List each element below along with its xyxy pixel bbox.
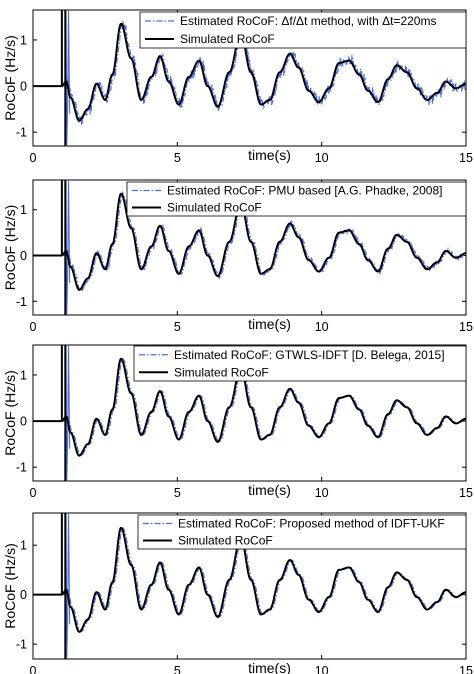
- legend: Estimated RoCoF: GTWLS-IDFT [D. Belega, …: [133, 345, 467, 382]
- y-axis-label: RoCoF (Hz/s): [2, 370, 18, 456]
- x-tick-label: 5: [174, 151, 181, 165]
- y-tick-label: 0: [20, 80, 27, 94]
- legend: Estimated RoCoF: Δf/Δt method, with Δt=2…: [139, 11, 467, 49]
- simulated-rocof-line: [33, 526, 466, 633]
- y-tick-label: 1: [20, 33, 27, 47]
- axes-box: [32, 9, 467, 147]
- estimated-rocof-line: [33, 527, 466, 633]
- simulated-rocof-line: [33, 192, 466, 291]
- x-tick-label: 0: [30, 664, 37, 674]
- y-tick-label: 1: [20, 368, 27, 382]
- legend-label: Estimated RoCoF: GTWLS-IDFT [D. Belega, …: [174, 348, 445, 362]
- legend: Estimated RoCoF: Proposed method of IDFT…: [137, 514, 467, 550]
- x-tick-label: 0: [30, 486, 37, 500]
- x-axis-label: time(s): [248, 482, 291, 498]
- y-axis-label: RoCoF (Hz/s): [2, 543, 18, 629]
- legend-box: [133, 345, 467, 382]
- simulated-impulse: [60, 513, 67, 659]
- legend-label: Estimated RoCoF: Proposed method of IDFT…: [178, 517, 445, 531]
- y-tick-label: 0: [20, 415, 27, 429]
- x-axis-label: time(s): [248, 147, 291, 163]
- y-tick-label: 0: [20, 588, 27, 602]
- legend-label: Simulated RoCoF: [174, 365, 269, 379]
- y-tick-label: -1: [16, 638, 27, 652]
- legend-label: Estimated RoCoF: Δf/Δt method, with Δt=2…: [180, 14, 436, 28]
- axes-box: [32, 179, 467, 316]
- x-tick-label: 5: [174, 320, 181, 334]
- x-axis-label: time(s): [248, 316, 291, 332]
- y-axis-label: RoCoF (Hz/s): [2, 205, 18, 291]
- y-axis-label: RoCoF (Hz/s): [2, 35, 18, 121]
- estimated-rocof-line: [33, 191, 466, 292]
- x-tick-label: 15: [459, 320, 473, 334]
- legend-box: [137, 514, 467, 550]
- x-tick-label: 10: [315, 664, 329, 674]
- x-tick-label: 5: [174, 486, 181, 500]
- x-tick-label: 15: [459, 664, 473, 674]
- axes-box: [32, 344, 467, 482]
- chart-panel-4: 0 5 10 15 -1 0 1 time(s) RoCoF (Hz/s) Estimated R…: [2, 512, 473, 674]
- legend-label: Simulated RoCoF: [167, 201, 262, 215]
- estimated-rocof-line: [33, 20, 466, 125]
- y-tick-label: 1: [20, 203, 27, 217]
- y-tick-label: 1: [20, 539, 27, 553]
- x-tick-label: 10: [315, 486, 329, 500]
- legend-label: Simulated RoCoF: [180, 32, 275, 46]
- legend-box: [126, 181, 467, 217]
- legend-label: Simulated RoCoF: [178, 534, 273, 548]
- axes-box: [32, 512, 467, 660]
- y-tick-label: 0: [20, 249, 27, 263]
- x-tick-label: 0: [30, 151, 37, 165]
- x-tick-label: 10: [315, 320, 329, 334]
- simulated-rocof-line: [33, 22, 466, 122]
- y-tick-label: -1: [16, 461, 27, 475]
- legend-box: [139, 11, 467, 49]
- x-tick-label: 15: [459, 151, 473, 165]
- legend: Estimated RoCoF: PMU based [A.G. Phadke,…: [126, 181, 467, 217]
- x-tick-label: 15: [459, 486, 473, 500]
- simulated-impulse: [60, 345, 67, 481]
- y-tick-label: -1: [16, 126, 27, 140]
- legend-label: Estimated RoCoF: PMU based [A.G. Phadke,…: [167, 184, 442, 198]
- estimated-rocof-line: [33, 358, 466, 457]
- simulated-impulse: [60, 180, 67, 315]
- x-tick-label: 5: [174, 664, 181, 674]
- simulated-impulse: [60, 10, 67, 146]
- simulated-rocof-line: [33, 357, 466, 457]
- x-axis-label: time(s): [248, 660, 291, 674]
- x-tick-label: 10: [315, 151, 329, 165]
- y-tick-label: -1: [16, 295, 27, 309]
- x-tick-label: 0: [30, 320, 37, 334]
